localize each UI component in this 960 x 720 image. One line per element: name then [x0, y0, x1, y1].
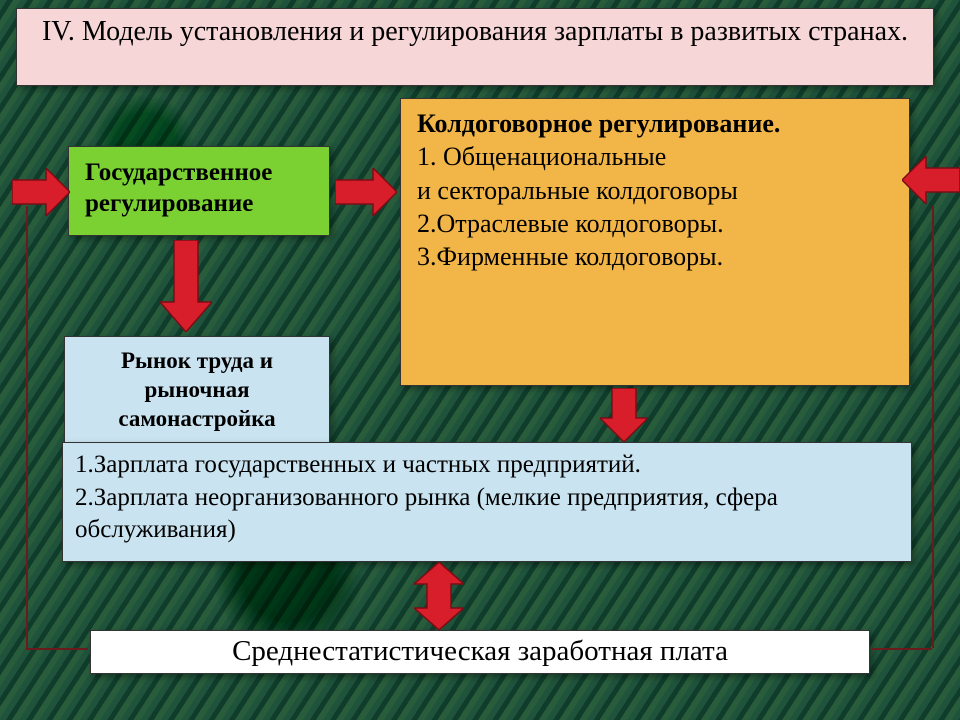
arrow-into-orange-right	[902, 156, 960, 204]
box-average-salary: Среднестатистическая заработная плата	[90, 630, 870, 674]
title-text: IV. Модель установления и регулирования …	[42, 16, 908, 47]
connector-left-vertical	[26, 206, 28, 648]
box-salary-types: 1.Зарплата государственных и частных пре…	[62, 442, 912, 562]
connector-right-vertical	[932, 206, 934, 648]
average-salary-label: Среднестатистическая заработная плата	[232, 635, 728, 667]
arrow-blue-avg-double	[414, 562, 464, 630]
arrow-orange-down	[600, 388, 648, 442]
collective-item-1b: и секторальные колдоговоры	[417, 174, 893, 207]
connector-left-horizontal	[26, 648, 88, 650]
collective-item-2: 2.Отраслевые колдоговоры.	[417, 207, 893, 240]
title-box: IV. Модель установления и регулирования …	[16, 8, 934, 86]
box-labor-market: Рынок труда и рыночная самонастройка	[64, 336, 330, 442]
salary-line-2: 2.Зарплата неорганизованного рынка (мелк…	[75, 482, 899, 547]
salary-line-1: 1.Зарплата государственных и частных пре…	[75, 449, 899, 482]
box-collective-regulation: Колдоговорное регулирование. 1. Общенаци…	[400, 98, 910, 386]
collective-heading: Колдоговорное регулирование.	[417, 107, 893, 140]
state-regulation-label: Государственное регулирование	[85, 159, 272, 217]
arrow-green-down	[160, 240, 212, 332]
box-state-regulation: Государственное регулирование	[68, 146, 330, 236]
collective-item-1a: 1. Общенациональные	[417, 140, 893, 173]
collective-item-3: 3.Фирменные колдоговоры.	[417, 240, 893, 273]
labor-market-label: Рынок труда и рыночная самонастройка	[118, 348, 275, 431]
arrow-into-green	[12, 168, 70, 216]
arrow-green-to-orange	[335, 168, 397, 216]
connector-right-horizontal	[872, 648, 932, 650]
